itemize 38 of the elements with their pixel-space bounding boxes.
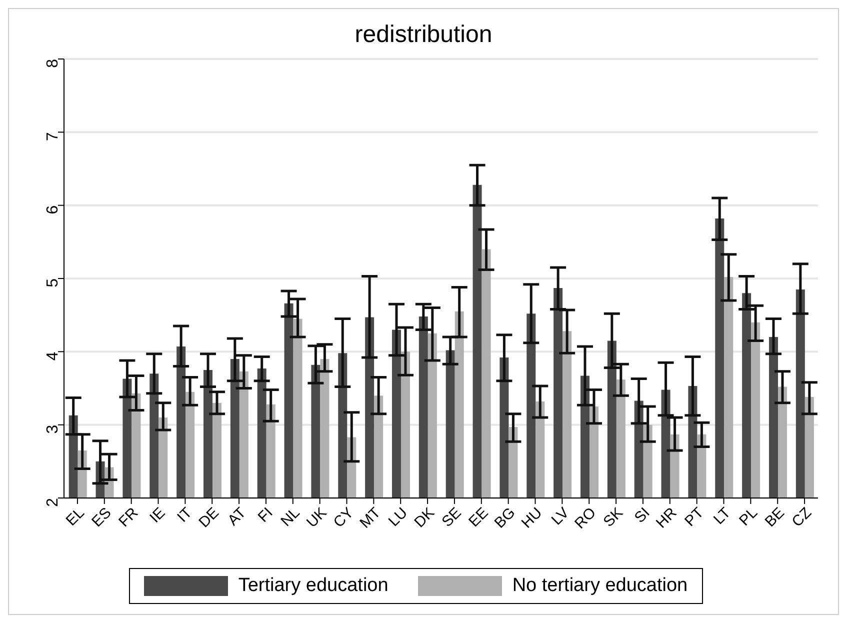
y-tick-label: 3 xyxy=(44,424,62,434)
y-tick-label: 5 xyxy=(44,278,62,288)
x-tick-label: BE xyxy=(762,504,788,531)
x-tick-label: DK xyxy=(411,504,438,532)
x-tick-label: IT xyxy=(174,504,196,526)
x-tick-label: EE xyxy=(466,504,492,531)
x-tick-label: PL xyxy=(736,504,762,530)
legend-label: No tertiary education xyxy=(512,575,688,597)
x-tick-label: SI xyxy=(631,504,654,526)
y-tick-label: 2 xyxy=(44,498,62,507)
x-tick-label: LT xyxy=(710,504,734,528)
x-tick-label: HR xyxy=(652,504,680,532)
x-tick-label: UK xyxy=(303,504,330,532)
x-tick-label: FI xyxy=(254,504,276,526)
x-tick-label: MT xyxy=(356,504,384,532)
legend-label: Tertiary education xyxy=(238,575,388,597)
x-tick-label: CZ xyxy=(788,504,815,530)
x-tick-label: EL xyxy=(62,504,88,530)
y-tick-label: 4 xyxy=(44,352,62,361)
x-tick-label: SE xyxy=(438,504,465,531)
x-tick-label: FR xyxy=(116,504,142,530)
x-tick-label: SK xyxy=(600,504,626,531)
x-tick-label: AT xyxy=(224,504,250,530)
x-tick-label: LU xyxy=(385,504,411,530)
x-tick-label: NL xyxy=(278,504,304,530)
x-tick-label: PT xyxy=(682,504,708,530)
x-tick-label: ES xyxy=(88,504,115,531)
x-tick-label: LV xyxy=(548,504,573,529)
x-tick-label: RO xyxy=(572,504,600,532)
x-tick-label: HU xyxy=(518,504,546,532)
x-tick-label: BG xyxy=(491,504,519,532)
x-tick-label: DE xyxy=(196,504,222,532)
chart-title: redistribution xyxy=(354,21,494,49)
x-tick-label: CY xyxy=(330,504,358,532)
y-tick-label: 6 xyxy=(44,205,62,214)
y-tick-label: 8 xyxy=(44,58,62,68)
y-tick-label: 7 xyxy=(44,132,62,142)
x-tick-label: IE xyxy=(146,504,169,526)
